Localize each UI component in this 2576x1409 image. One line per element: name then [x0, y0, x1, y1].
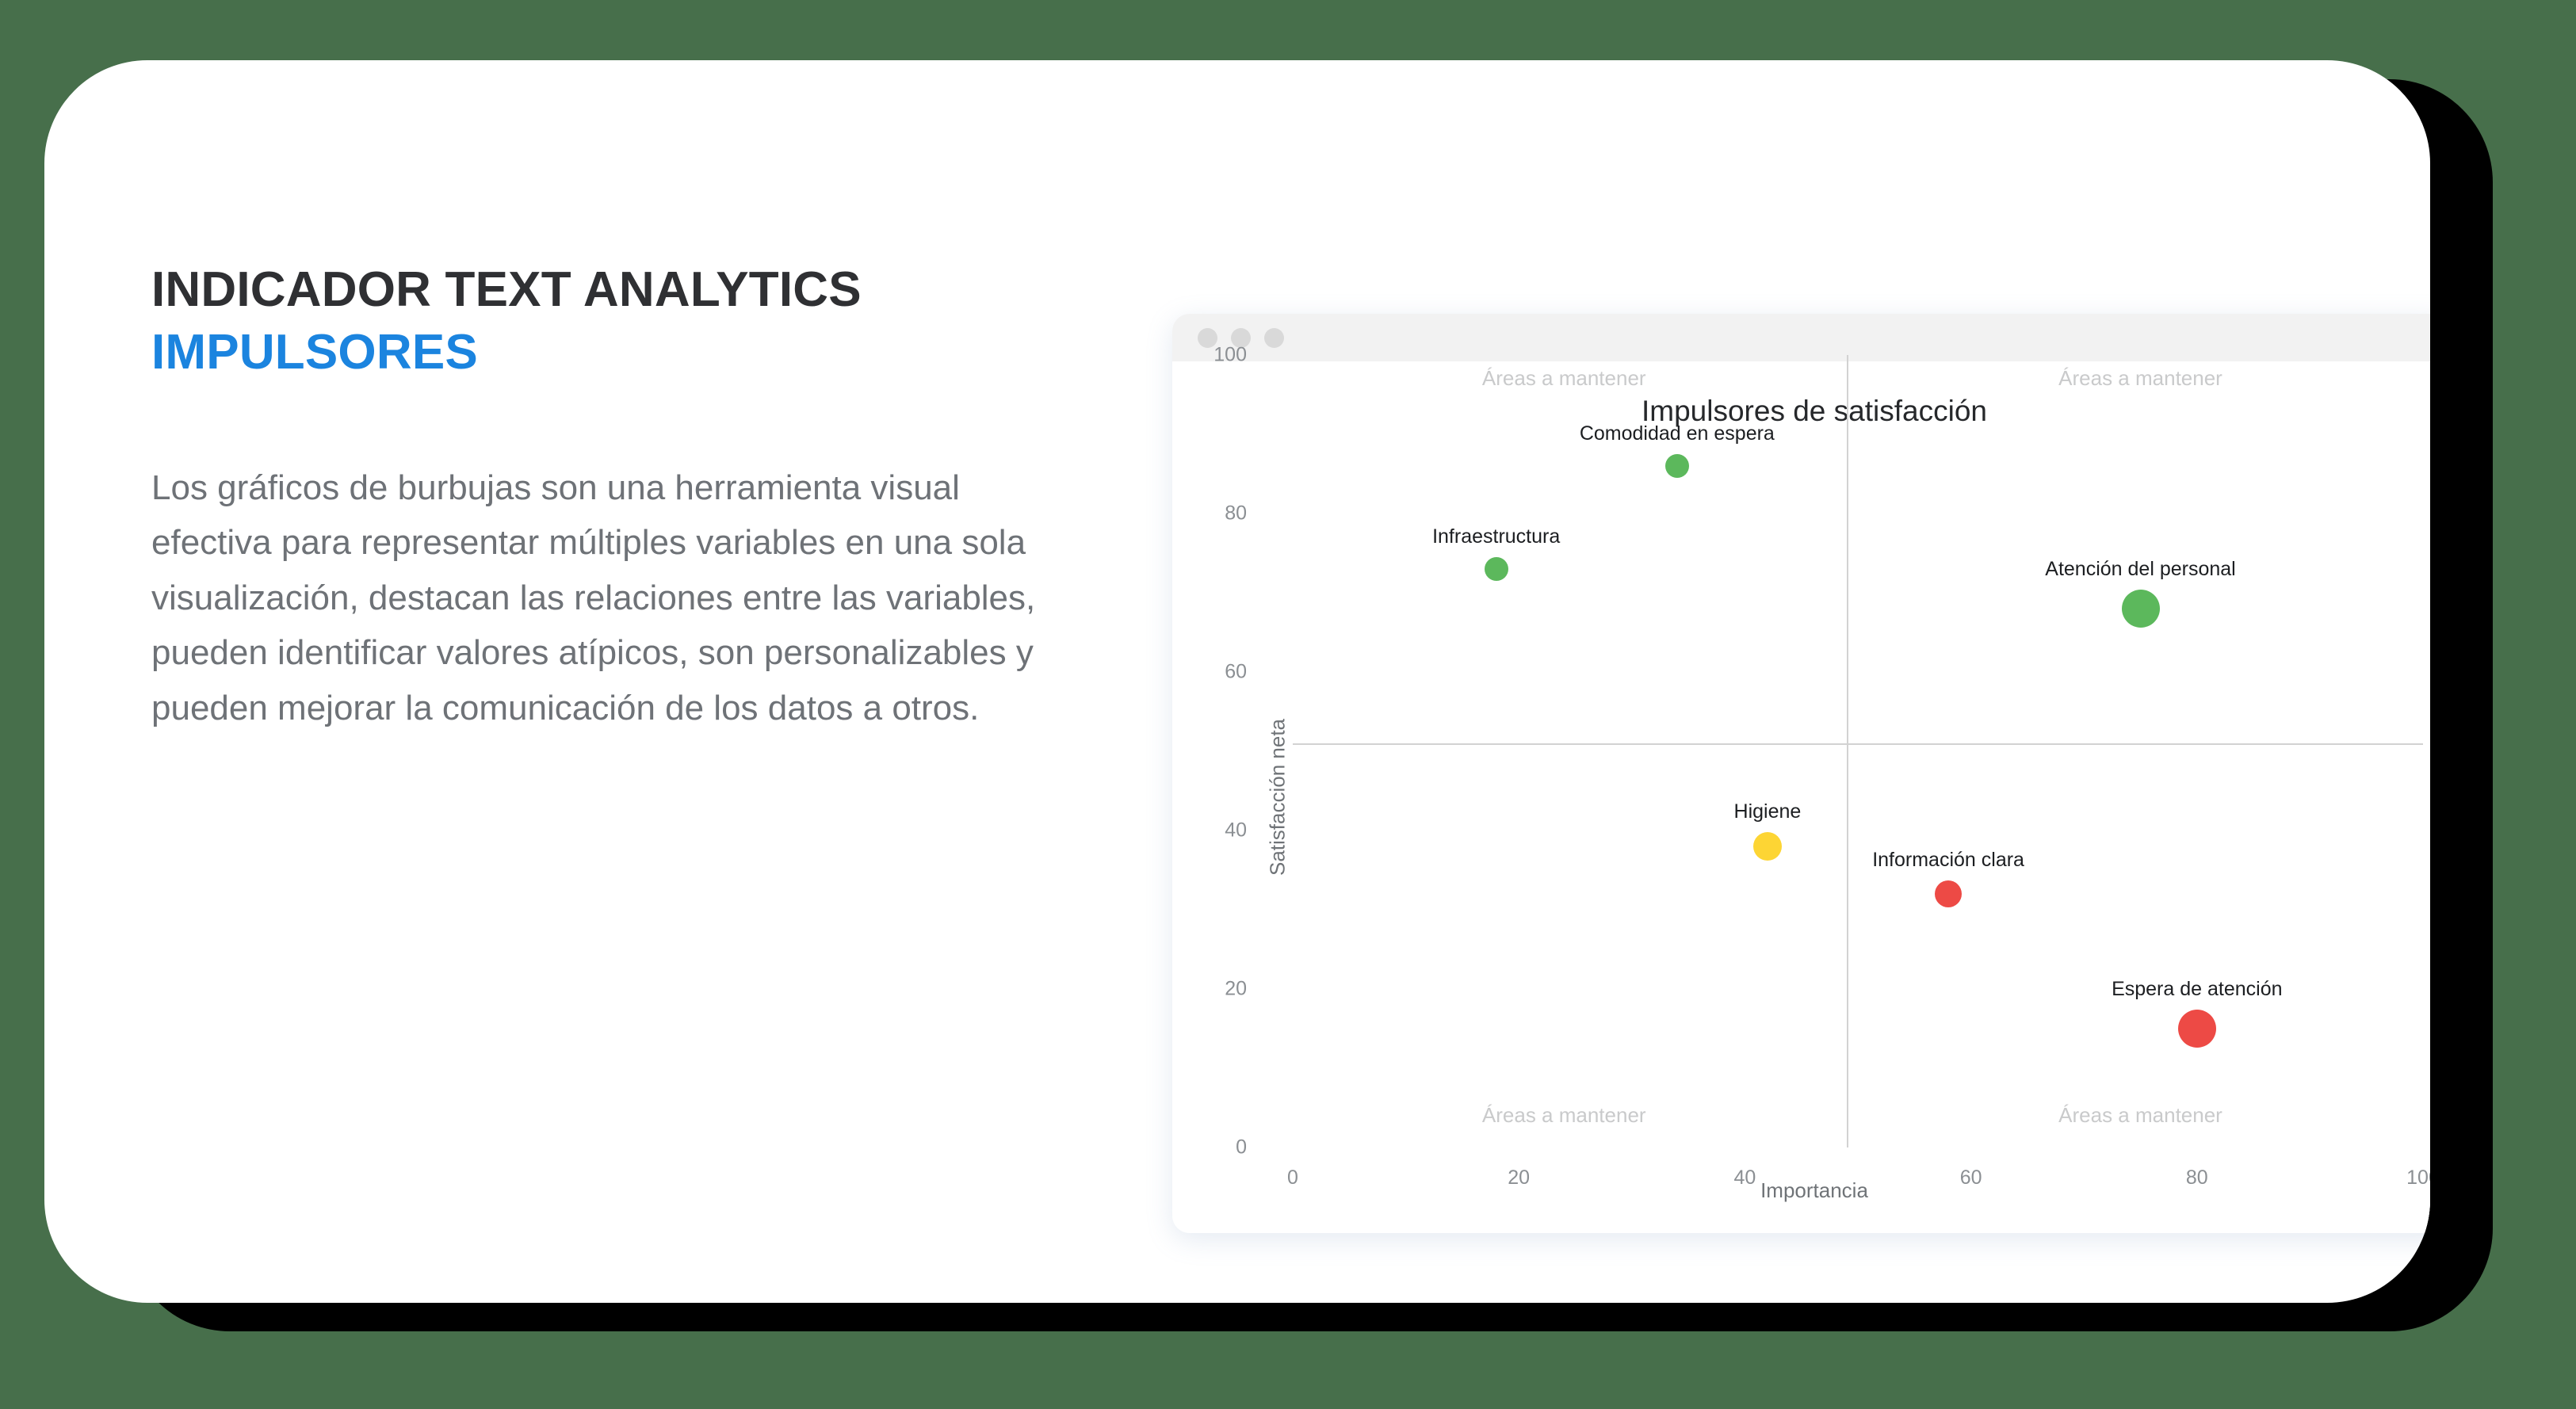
page-title-line-1: INDICADOR TEXT ANALYTICS — [151, 262, 862, 317]
quadrant-label-3: Áreas a mantener — [1481, 1103, 1646, 1127]
quadrant-label-4: Áreas a mantener — [2058, 1103, 2222, 1127]
window-maximize-dot-icon[interactable] — [1264, 327, 1284, 348]
browser-window-mock: Impulsores de satisfacción Satisfacción … — [1172, 314, 2430, 1233]
y-axis-tick-0: 0 — [1236, 1136, 1247, 1159]
window-close-dot-icon[interactable] — [1198, 327, 1217, 348]
slide-card: INDICADOR TEXT ANALYTICS IMPULSORES Los … — [44, 60, 2430, 1303]
left-content-column: INDICADOR TEXT ANALYTICS IMPULSORES Los … — [151, 258, 1095, 735]
bubble-1[interactable] — [1664, 454, 1689, 478]
bubble-4[interactable] — [1752, 832, 1782, 861]
x-axis-tick-1: 20 — [1508, 1167, 1531, 1189]
y-axis-tick-2: 40 — [1225, 819, 1247, 842]
quadrant-label-1: Áreas a mantener — [1481, 366, 1646, 390]
x-axis-tick-0: 0 — [1287, 1167, 1298, 1189]
quadrant-label-2: Áreas a mantener — [2058, 366, 2222, 390]
bubble-label-3: Atención del personal — [2045, 558, 2236, 580]
x-axis-tick-5: 100 — [2406, 1167, 2430, 1189]
description-paragraph: Los gráficos de burbujas son una herrami… — [151, 468, 1036, 727]
y-axis-tick-4: 80 — [1225, 502, 1247, 525]
browser-titlebar — [1172, 314, 2430, 361]
browser-content: Impulsores de satisfacción Satisfacción … — [1172, 344, 2430, 1233]
x-axis-label: Importancia — [1760, 1178, 1868, 1202]
bubble-3[interactable] — [2121, 590, 2160, 628]
chart-title: Impulsores de satisfacción — [1642, 395, 1987, 427]
bubble-label-2: Infraestructura — [1432, 525, 1561, 548]
y-axis-tick-1: 20 — [1225, 977, 1247, 1000]
window-minimize-dot-icon[interactable] — [1231, 327, 1251, 348]
quadrant-divider-vertical — [1846, 355, 1848, 1147]
page-title: INDICADOR TEXT ANALYTICS IMPULSORES — [151, 258, 1095, 384]
bubble-label-4: Higiene — [1733, 800, 1802, 823]
bubble-label-5: Información clara — [1872, 849, 2024, 871]
chart-plot-wrapper: Satisfacción neta Áreas a mantener Áreas … — [1172, 344, 2430, 1233]
y-axis-tick-5: 100 — [1213, 343, 1247, 366]
bubble-6[interactable] — [2177, 1010, 2216, 1048]
y-axis-tick-3: 60 — [1225, 660, 1247, 683]
x-axis-tick-4: 80 — [2185, 1167, 2208, 1189]
chart-plot-area: Áreas a mantener Áreas a mantener Áreas a … — [1213, 344, 2430, 1189]
bubble-5[interactable] — [1935, 880, 1963, 907]
bubble-label-1: Comodidad en espera — [1579, 422, 1775, 445]
bubble-2[interactable] — [1484, 557, 1508, 581]
bubble-label-6: Espera de atención — [2112, 978, 2283, 1000]
x-axis-tick-2: 40 — [1733, 1167, 1756, 1189]
page-title-line-2: IMPULSORES — [151, 325, 478, 380]
x-axis-tick-3: 60 — [1959, 1167, 1982, 1189]
quadrant-divider-horizontal — [1293, 743, 2423, 745]
y-axis-label: Satisfacción neta — [1265, 718, 1290, 876]
